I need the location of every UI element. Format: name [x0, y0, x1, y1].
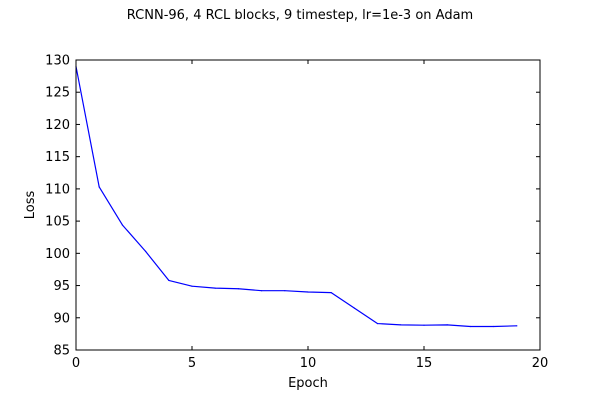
data-point: [330, 292, 332, 294]
y-tick-label: 95: [53, 279, 70, 294]
data-point: [307, 291, 309, 293]
y-tick-label: 130: [45, 54, 70, 69]
data-point: [469, 325, 471, 328]
data-point: [284, 290, 286, 292]
chart-title: RCNN-96, 4 RCL blocks, 9 timestep, lr=1e…: [127, 8, 473, 23]
x-axis-label: Epoch: [288, 376, 328, 391]
x-tick-label: 15: [416, 356, 433, 371]
x-tick-label: 20: [532, 356, 549, 371]
y-tick-label: 100: [45, 247, 70, 262]
data-point: [261, 290, 263, 292]
data-point: [493, 325, 495, 328]
data-point: [191, 285, 193, 287]
data-point: [400, 324, 402, 326]
data-point: [168, 279, 170, 281]
x-tick-label: 5: [188, 356, 196, 371]
data-point: [121, 224, 123, 226]
loss-line: [75, 66, 517, 328]
x-tick-label: 10: [300, 356, 317, 371]
data-point: [98, 186, 100, 188]
data-point: [353, 307, 355, 309]
y-tick-label: 110: [45, 182, 70, 197]
data-point: [237, 288, 239, 290]
y-tick-label: 105: [45, 215, 70, 230]
data-point: [145, 250, 147, 252]
axis-ticks: [75, 59, 541, 351]
series-layer: [75, 65, 518, 328]
x-tick-label: 0: [72, 356, 80, 371]
tick-labels: 0 5 10 15 20 85 90 95 100 105 110 115 120 125 130: [45, 54, 548, 372]
plot-frame: [75, 59, 541, 351]
data-point: [423, 324, 425, 326]
data-point: [516, 325, 518, 327]
data-point: [446, 324, 448, 326]
y-tick-label: 90: [53, 311, 70, 326]
y-tick-label: 115: [45, 150, 70, 165]
y-axis-label: Loss: [23, 191, 38, 220]
data-point: [377, 322, 379, 325]
y-tick-label: 85: [53, 344, 70, 359]
y-tick-label: 125: [45, 86, 70, 101]
y-tick-label: 120: [45, 118, 70, 133]
data-point: [214, 287, 216, 289]
